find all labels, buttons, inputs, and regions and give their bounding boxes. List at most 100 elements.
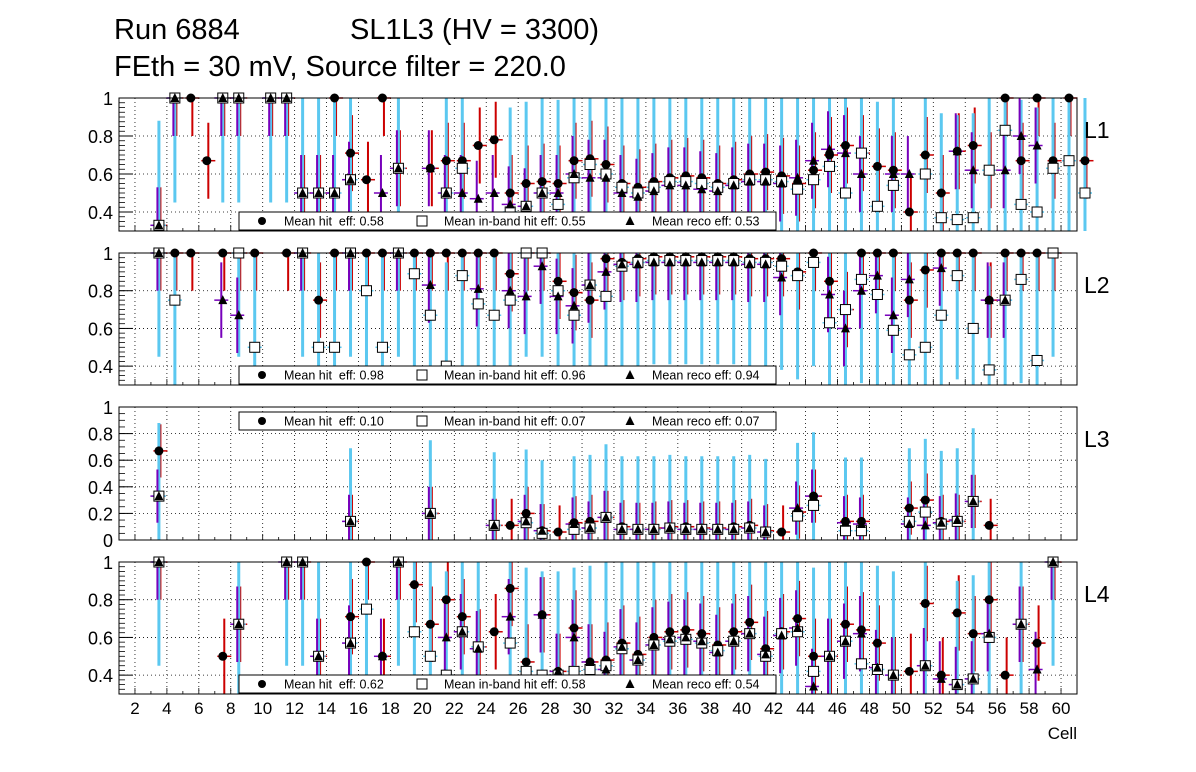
x-tick-label: 22 [445, 699, 464, 718]
legend-hit-marker [258, 217, 266, 225]
y-tick-label: 1 [103, 553, 113, 573]
legend-inband-marker [416, 678, 428, 690]
hit-eff-point [489, 135, 499, 145]
inband-eff-point [839, 304, 851, 316]
y-tick-label: 1 [103, 89, 113, 109]
y-tick-label: 0.6 [88, 319, 113, 339]
chamber-title: SL1L3 (HV = 3300) [350, 14, 600, 46]
reco-eff-point [888, 310, 898, 320]
y-tick-label: 0 [103, 531, 113, 551]
reco-eff-point [729, 524, 739, 534]
legend-entry: Mean reco eff: 0.94 [652, 369, 760, 383]
reco-eff-point [425, 280, 435, 290]
hit-eff-point [346, 612, 356, 622]
hit-eff-point [904, 295, 914, 305]
hit-eff-point [745, 617, 755, 627]
reco-eff-point [888, 670, 898, 680]
reco-eff-point [888, 169, 898, 178]
legend-reco-marker [625, 679, 635, 688]
hit-eff-point [1000, 670, 1010, 680]
x-tick-label: 36 [668, 699, 687, 718]
hit-eff-point [521, 657, 531, 667]
x-tick-label: 54 [956, 699, 975, 718]
legend-reco-marker [625, 216, 635, 225]
legend-entry: Mean hit eff: 0.10 [284, 415, 384, 429]
inband-eff-point [360, 603, 372, 615]
reco-eff-point [745, 628, 755, 638]
reco-eff-point [713, 186, 723, 196]
reco-eff-point [968, 496, 978, 506]
reco-eff-point [761, 259, 771, 269]
inband-eff-point [935, 309, 947, 321]
reco-eff-point [665, 634, 675, 644]
inband-eff-point [1047, 162, 1059, 174]
x-tick-label: 48 [860, 699, 879, 718]
hit-eff-point [920, 265, 930, 275]
reco-eff-point [729, 180, 739, 190]
inband-eff-point [1063, 155, 1075, 167]
reco-eff-point [521, 291, 531, 301]
hit-eff-point [441, 156, 451, 166]
reco-eff-point [809, 491, 819, 501]
inband-eff-point [360, 285, 372, 297]
reco-eff-point [441, 632, 451, 642]
reco-eff-point [1032, 140, 1042, 150]
reco-eff-point [729, 636, 739, 646]
reco-eff-point [537, 261, 547, 271]
reco-eff-point [968, 165, 978, 175]
x-tick-label: 2 [130, 699, 139, 718]
reco-eff-point [761, 649, 771, 659]
hit-eff-point [202, 156, 212, 166]
settings-title: FEth = 30 mV, Source filter = 220.0 [114, 51, 566, 83]
reco-eff-point [793, 623, 803, 632]
y-tick-label: 0.4 [88, 666, 113, 686]
inband-eff-point [792, 510, 804, 522]
legend-box [238, 211, 777, 231]
legend-l1: Mean hit eff: 0.58 Mean in-band hit eff: … [238, 211, 777, 231]
y-tick-label: 1 [103, 398, 113, 418]
reco-eff-point [936, 263, 946, 273]
panel-l1: Mean hit eff: 0.58 Mean in-band hit eff: … [118, 92, 1094, 232]
reco-eff-point [761, 176, 771, 186]
reco-eff-point [585, 172, 595, 182]
reco-eff-point [601, 266, 611, 276]
hit-eff-point [840, 141, 850, 150]
reco-eff-point [793, 172, 803, 182]
reco-eff-point [346, 174, 356, 184]
hit-eff-point [777, 527, 787, 537]
x-tick-label: 30 [573, 699, 592, 718]
inband-eff-point [568, 309, 580, 321]
x-tick-label: 8 [226, 699, 235, 718]
hit-eff-point [920, 495, 930, 505]
y-tick-label: 0.4 [88, 478, 113, 498]
reco-eff-point [346, 516, 356, 526]
hit-eff-point [425, 619, 435, 629]
inband-eff-point [999, 124, 1011, 136]
panel-l2: Mean hit eff: 0.98 Mean in-band hit eff: … [118, 247, 1078, 386]
reco-eff-point [473, 283, 483, 293]
reco-eff-point [377, 188, 387, 197]
reco-eff-point [777, 178, 787, 188]
x-tick-label: 42 [764, 699, 783, 718]
reco-eff-point [681, 257, 691, 267]
reco-eff-point [984, 628, 994, 638]
inband-eff-point [919, 168, 931, 180]
inband-eff-point [1079, 187, 1091, 199]
reco-eff-point [920, 660, 930, 670]
x-tick-label: 28 [541, 699, 560, 718]
hit-eff-point [840, 619, 850, 629]
legend-hit-marker [258, 417, 266, 425]
legend-l3: Mean hit eff: 0.10 Mean in-band hit eff: … [238, 411, 777, 431]
reco-eff-point [649, 524, 659, 534]
reco-eff-point [777, 630, 787, 640]
hit-eff-point [601, 254, 611, 264]
hit-eff-point [441, 595, 451, 605]
hit-eff-point [904, 666, 914, 676]
reco-eff-point [457, 626, 467, 636]
inband-eff-point [504, 294, 516, 306]
legend-box [238, 674, 777, 694]
inband-eff-point [584, 663, 596, 675]
legend-entry: Mean in-band hit eff: 0.58 [444, 678, 586, 692]
hit-eff-point [553, 179, 563, 188]
